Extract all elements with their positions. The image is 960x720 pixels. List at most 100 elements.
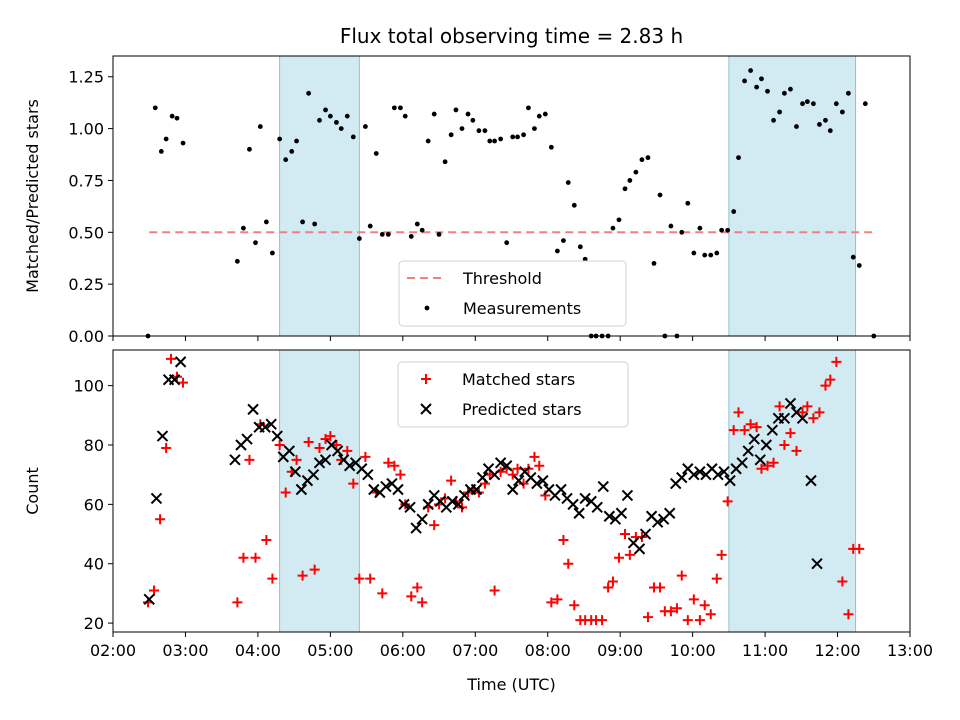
measurements-point [510,134,516,140]
matched-stars-point [837,576,848,587]
predicted-stars-point [500,460,513,472]
measurements-point [714,250,720,256]
measurements-point [765,88,770,94]
predicted-stars-point [748,433,760,445]
measurements-point [748,68,753,73]
matched-stars-point [429,520,440,531]
measurements-point [582,256,588,262]
predicted-stars-point [591,501,603,514]
x-tick-label: 12:00 [814,641,860,660]
count-shaded-interval-2 [728,349,857,633]
predicted-stars-point [488,468,501,481]
measurements-point [823,117,828,123]
measurements-point [398,105,403,111]
matched-stars-point [728,425,739,436]
measurements-point [810,101,816,107]
count-x-axis: 02:00 03:00 04:00 05:00 06:00 07:00 08:00 09:00… [90,632,933,660]
x-tick-label: 11:00 [742,641,788,660]
measurements-point [414,221,420,227]
matched-stars-point [291,454,302,465]
measurements-point [283,157,289,163]
legend-predicted-swatch [420,403,432,415]
matched-stars-point [267,573,278,584]
ratio-y-axis-label: Matched/Predicted stars [23,99,42,293]
measurements-point [565,180,571,185]
measurements-point [234,258,240,264]
predicted-stars-point [633,543,646,555]
measurements-point [651,261,657,266]
matched-stars-point [417,597,428,608]
measurements-point [289,149,295,154]
predicted-stars-point [404,501,416,514]
measurements-point [800,101,805,107]
measurements-point [306,90,312,96]
matched-stars-point [348,478,359,489]
legend-label: Predicted stars [462,400,582,419]
ratio-panel: 0.00 0.25 0.50 0.75 1.00 1.25 Matched/Predict… [23,55,911,346]
measurements-point [536,113,542,119]
matched-stars-point [507,469,518,480]
count-y-tick-label: 20 [84,614,104,633]
predicted-stars-point [573,507,585,519]
count-shaded-interval-1 [279,349,360,633]
ratio-shaded-interval-2 [728,55,857,337]
matched-stars-point [603,582,614,593]
measurements-point [645,155,651,161]
matched-stars-point [671,603,682,614]
matched-stars-point [711,573,722,584]
predicted-stars-point [760,439,773,451]
matched-stars-point [665,606,676,617]
predicted-stars-point [283,445,296,457]
x-tick-label: 03:00 [162,641,208,660]
measurements-point [685,200,691,206]
matched-stars-point [232,597,243,608]
matched-stars-point [314,442,325,453]
measurements-point [754,84,760,90]
measurements-point [782,90,787,96]
matched-stars-point [699,600,710,611]
predicted-stars-point [663,507,676,519]
measurements-point [487,138,493,144]
matched-stars-point [365,573,376,584]
measurements-point [521,132,526,138]
measurements-point [548,144,554,150]
matched-stars-point [377,588,388,599]
x-tick-label: 07:00 [452,641,498,660]
ratio-y-tick-label: 0.00 [68,327,104,346]
predicted-stars-point [531,477,543,490]
measurements-point [334,119,339,125]
matched-stars-point [250,552,261,563]
matched-stars-point [825,374,836,385]
matched-stars-point [745,419,756,430]
legend-label: Matched stars [462,370,575,389]
measurements-point [180,140,186,146]
measurements-point [731,209,737,214]
predicted-stars-point [567,498,579,511]
matched-stars-point [688,594,699,605]
x-tick-label: 13:00 [887,641,933,660]
predicted-stars-point [319,454,332,466]
matched-stars-point [762,460,773,471]
x-tick-label: 08:00 [525,641,571,660]
x-tick-label: 10:00 [670,641,716,660]
matched-stars-point [831,356,842,367]
measurements-point [668,223,674,229]
predicted-stars-point [368,483,380,496]
x-tick-label: 02:00 [90,641,136,660]
x-tick-label: 05:00 [307,641,353,660]
measurements-point [788,86,793,92]
ratio-legend: Threshold Measurements [398,260,627,327]
predicted-stars-point [651,516,664,528]
legend-matched-swatch [421,374,431,384]
predicted-stars-point [331,445,344,457]
legend-box [397,361,629,428]
measurements-point [241,225,246,231]
measurements-point [804,99,810,105]
predicted-stars-point [778,412,791,424]
matched-stars-point [238,552,249,563]
measurements-point [526,105,531,111]
predicted-stars-point [688,468,700,481]
matched-stars-point [854,543,865,554]
matched-stars-point [546,597,557,608]
measurements-point [431,111,437,117]
